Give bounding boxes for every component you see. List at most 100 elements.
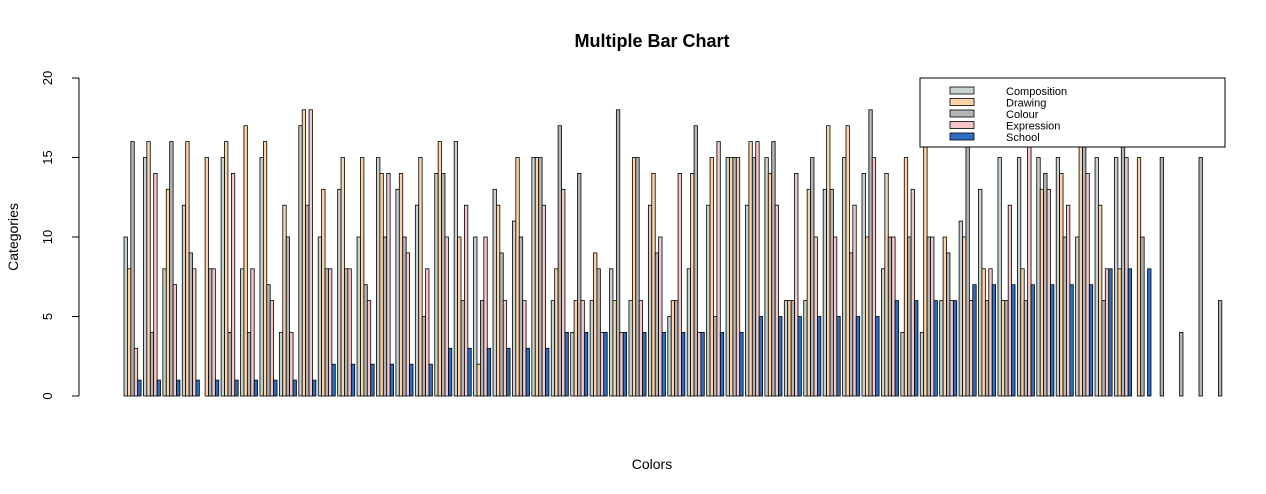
bar-drawing xyxy=(476,363,481,397)
bar-drawing xyxy=(1000,300,1006,397)
bar-drawing xyxy=(845,125,850,397)
bar-drawing xyxy=(903,157,909,397)
bar-drawing xyxy=(127,268,132,397)
bar-colour xyxy=(188,252,193,397)
bar-expression xyxy=(366,300,372,397)
bar-composition xyxy=(570,331,575,397)
bar-colour xyxy=(169,141,174,397)
y-axis: 0 5 10 15 20 xyxy=(40,71,80,400)
bar-drawing xyxy=(534,157,540,397)
bar-school xyxy=(972,284,977,397)
bar-colour xyxy=(654,252,660,397)
bar-expression xyxy=(580,300,585,397)
bar-colour xyxy=(771,141,776,397)
bar-drawing xyxy=(1117,268,1122,397)
bar-expression xyxy=(871,157,877,397)
bar-composition xyxy=(143,157,148,397)
bar-drawing xyxy=(767,172,773,397)
bar-composition xyxy=(512,220,517,397)
bar-expression xyxy=(852,204,857,397)
bar-school xyxy=(350,363,356,397)
bar-composition xyxy=(900,331,905,397)
bar-composition xyxy=(997,157,1002,397)
bar-expression xyxy=(658,236,663,397)
bar-composition xyxy=(492,188,497,397)
y-axis-label: Categories xyxy=(5,203,21,271)
bar-composition xyxy=(1114,157,1119,397)
bar-colour xyxy=(1140,236,1145,397)
bar-drawing xyxy=(690,172,695,397)
bar-colour xyxy=(1179,331,1184,397)
bar-expression xyxy=(1046,188,1051,397)
bar-expression xyxy=(425,268,430,397)
bar-expression xyxy=(735,157,741,397)
bar-composition xyxy=(376,157,381,397)
bar-school xyxy=(312,379,317,397)
bar-school xyxy=(467,347,472,397)
bar-colour xyxy=(305,204,310,397)
bar-school xyxy=(1030,284,1035,397)
bar-drawing xyxy=(243,125,248,397)
bar-colour xyxy=(1023,300,1029,397)
bar-expression xyxy=(697,331,702,397)
bar-school xyxy=(622,331,628,397)
y-tick-label: 20 xyxy=(40,71,55,85)
bar-composition xyxy=(686,268,692,397)
bar-school xyxy=(836,316,841,397)
bar-drawing xyxy=(748,141,753,397)
bar-drawing xyxy=(224,141,229,397)
bar-expression xyxy=(502,300,508,397)
bar-expression xyxy=(949,300,954,397)
bar-school xyxy=(273,379,278,397)
bar-colour xyxy=(1043,172,1048,397)
bar-school xyxy=(1088,284,1094,397)
bar-drawing xyxy=(204,157,209,397)
bar-expression xyxy=(794,172,799,397)
bar-colour xyxy=(635,157,640,397)
bar-school xyxy=(1147,268,1152,397)
bar-school xyxy=(1069,284,1074,397)
bar-drawing xyxy=(942,236,947,397)
bar-colour xyxy=(499,252,504,397)
bar-composition xyxy=(240,268,245,397)
bar-expression xyxy=(308,109,313,397)
bar-expression xyxy=(833,236,838,397)
bar-expression xyxy=(1066,204,1071,397)
bar-drawing xyxy=(437,141,442,397)
bar-composition xyxy=(842,157,847,397)
bar-school xyxy=(933,300,938,397)
bar-colour xyxy=(693,125,698,397)
bar-school xyxy=(1011,284,1016,397)
bar-composition xyxy=(1094,157,1099,397)
bar-composition xyxy=(706,204,711,397)
bar-colour xyxy=(344,268,349,397)
bar-school xyxy=(719,331,725,397)
bar-expression xyxy=(1104,268,1110,397)
bar-composition xyxy=(356,236,361,397)
bar-drawing xyxy=(612,300,617,397)
bar-composition xyxy=(939,300,944,397)
bar-drawing xyxy=(806,188,811,397)
bar-colour xyxy=(965,141,970,397)
bar-colour xyxy=(829,188,834,397)
bar-drawing xyxy=(418,157,423,397)
bar-expression xyxy=(250,268,255,397)
bar-drawing xyxy=(146,141,151,397)
bars-group xyxy=(123,109,1223,397)
bar-expression xyxy=(541,204,546,397)
bar-composition xyxy=(589,300,594,397)
bar-composition xyxy=(259,157,264,397)
bar-drawing xyxy=(826,125,831,397)
bar-expression xyxy=(1085,172,1090,397)
bar-school xyxy=(603,331,608,397)
bar-colour xyxy=(460,300,465,397)
bar-school xyxy=(739,331,744,397)
bar-drawing xyxy=(1039,188,1045,397)
bar-colour xyxy=(596,268,601,397)
legend-swatch-composition xyxy=(949,86,975,95)
legend-swatch-drawing xyxy=(949,98,975,106)
bar-drawing xyxy=(379,172,384,397)
bar-colour xyxy=(285,236,291,397)
chart-title: Multiple Bar Chart xyxy=(574,31,729,51)
bar-expression xyxy=(774,204,779,397)
